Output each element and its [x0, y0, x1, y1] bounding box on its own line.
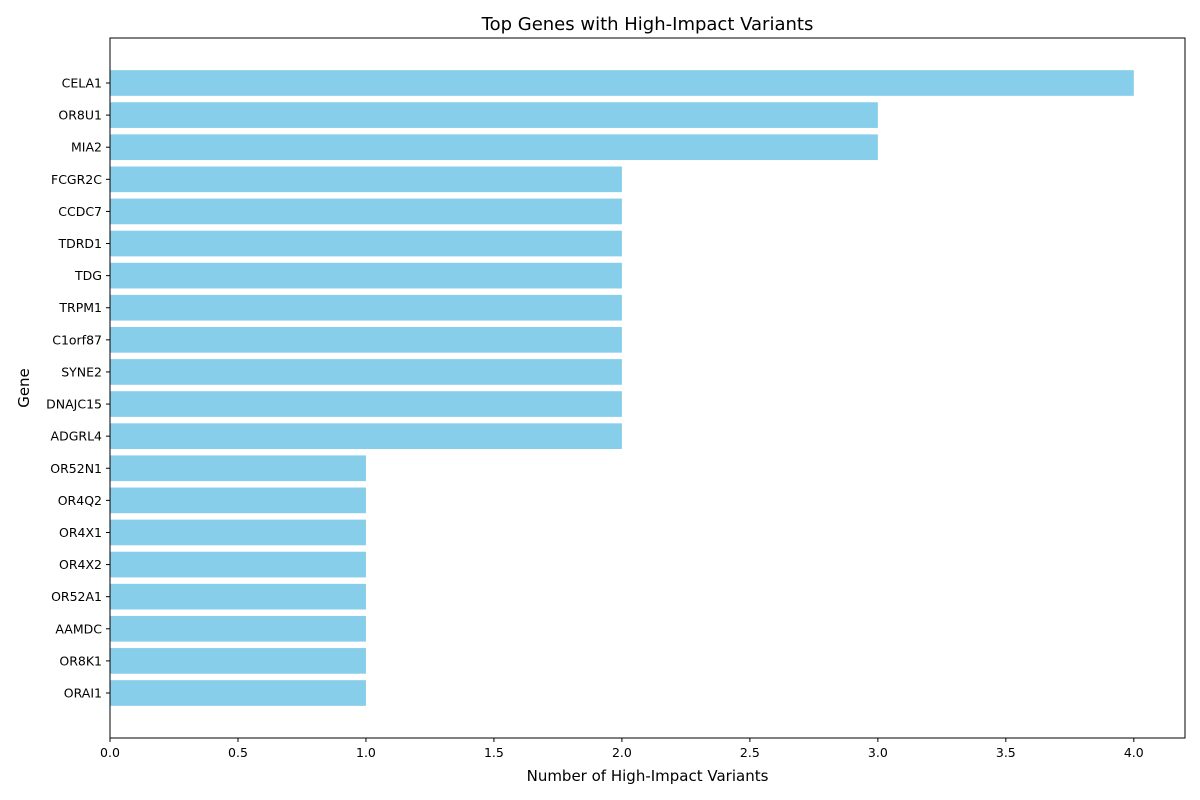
- y-tick-label: OR8K1: [59, 653, 102, 668]
- y-tick-label: DNAJC15: [46, 397, 102, 412]
- y-tick-label: OR4Q2: [58, 493, 102, 508]
- bar-tdg: [110, 262, 622, 289]
- y-tick-label: ORAI1: [64, 686, 102, 701]
- y-tick-label: FCGR2C: [51, 172, 102, 187]
- x-tick-label: 1.0: [356, 745, 376, 760]
- chart-title: Top Genes with High-Impact Variants: [481, 14, 814, 35]
- x-tick-label: 2.5: [740, 745, 760, 760]
- bar-or4q2: [110, 487, 366, 514]
- y-tick-label: OR8U1: [58, 108, 102, 123]
- bar-aamdc: [110, 615, 366, 642]
- bar-adgrl4: [110, 423, 622, 449]
- y-tick-label: OR4X2: [59, 557, 102, 572]
- bar-or8k1: [110, 648, 366, 674]
- bar-or4x2: [110, 551, 366, 578]
- y-tick-label: TDG: [74, 268, 102, 283]
- x-tick-label: 0.0: [100, 745, 120, 760]
- y-axis-ticks: CELA1 OR8U1 MIA2 FCGR2C CCDC7 TDRD1 TDG TRPM1 C1…: [46, 76, 110, 701]
- y-tick-label: ADGRL4: [51, 429, 103, 444]
- x-tick-label: 1.5: [484, 745, 504, 760]
- bar-or52a1: [110, 583, 366, 610]
- x-tick-label: 2.0: [612, 745, 632, 760]
- bar-tdrd1: [110, 230, 622, 257]
- bar-orai1: [110, 680, 366, 706]
- bar-or8u1: [110, 102, 878, 128]
- x-axis-ticks: 0.0 0.5 1.0 1.5 2.0 2.5 3.0 3.5 4.0: [100, 738, 1144, 760]
- y-tick-label: CCDC7: [58, 204, 102, 219]
- bar-syne2: [110, 359, 622, 385]
- y-tick-label: OR52A1: [51, 589, 102, 604]
- bar-c1orf87: [110, 327, 622, 353]
- bar-trpm1: [110, 294, 622, 321]
- y-tick-label: AAMDC: [55, 621, 102, 636]
- plot-frame: [109, 37, 1186, 739]
- y-axis-label: Gene: [15, 368, 33, 408]
- x-tick-label: 4.0: [1124, 745, 1144, 760]
- bar-fcgr2c: [110, 166, 622, 193]
- bar-or52n1: [110, 455, 366, 482]
- bar-mia2: [110, 134, 878, 161]
- bar-ccdc7: [110, 198, 622, 225]
- x-axis-label: Number of High-Impact Variants: [527, 767, 769, 785]
- bar-dnajc15: [110, 391, 622, 417]
- y-tick-label: C1orf87: [52, 332, 102, 347]
- bar-cela1: [110, 70, 1134, 96]
- y-tick-label: TDRD1: [57, 236, 102, 251]
- y-tick-label: SYNE2: [61, 364, 102, 379]
- y-tick-label: CELA1: [62, 76, 102, 91]
- y-tick-label: MIA2: [71, 140, 102, 155]
- x-tick-label: 3.0: [868, 745, 888, 760]
- y-tick-label: TRPM1: [58, 300, 102, 315]
- y-tick-label: OR4X1: [59, 525, 102, 540]
- x-tick-label: 3.5: [996, 745, 1016, 760]
- bars-group: [110, 70, 1134, 706]
- x-tick-label: 0.5: [228, 745, 248, 760]
- y-tick-label: OR52N1: [50, 461, 102, 476]
- bar-or4x1: [110, 519, 366, 546]
